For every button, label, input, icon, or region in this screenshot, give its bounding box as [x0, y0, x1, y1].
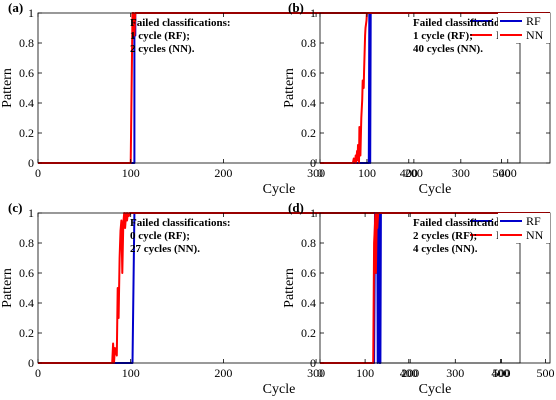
legend-box [498, 13, 550, 43]
annotation-line-3: 27 cycles (NN). [130, 243, 200, 255]
x-tick-label: 400 [400, 366, 418, 380]
plot-area-frame [37, 212, 521, 364]
y-tick-label: 0.6 [301, 266, 316, 280]
y-tick-label: 1 [28, 206, 34, 220]
annotation-line-1: Failed classifications: [130, 17, 231, 29]
series-line-nn [320, 12, 550, 164]
x-axis-label: Cycle [263, 182, 296, 197]
plot-area-frame [319, 212, 551, 364]
annotation-line-1: Failed classifications: [413, 217, 514, 229]
x-tick-label: 200 [214, 166, 232, 180]
annotation-line-2: 1 cycle (RF); [413, 30, 473, 42]
y-tick-label: 0.8 [301, 36, 316, 50]
y-tick-label: 0.2 [19, 326, 34, 340]
x-tick-label: 100 [122, 166, 140, 180]
plot-area-frame [319, 12, 551, 164]
y-tick-label: 0.4 [19, 296, 34, 310]
legend-box [498, 213, 550, 243]
y-tick-label: 0.6 [19, 266, 34, 280]
annotation-line-3: 40 cycles (NN). [413, 43, 483, 55]
x-tick-label: 300 [452, 166, 470, 180]
x-axis-label: Cycle [263, 382, 296, 397]
panel-label: (c) [8, 200, 22, 215]
panel-label: (a) [8, 0, 23, 15]
annotation-line-3: 4 cycles (NN). [413, 243, 478, 255]
panel-label: (d) [288, 200, 304, 215]
y-axis-label: Pattern [0, 268, 15, 308]
x-tick-label: 300 [446, 366, 464, 380]
y-tick-label: 0 [310, 356, 316, 370]
x-tick-label: 0 [317, 166, 323, 180]
y-tick-label: 0.8 [19, 36, 34, 50]
y-tick-label: 1 [310, 6, 316, 20]
annotation-line-1: Failed classifications: [413, 17, 514, 29]
x-tick-label: 400 [499, 166, 517, 180]
x-tick-label: 200 [401, 366, 419, 380]
y-tick-label: 0.4 [301, 296, 316, 310]
x-tick-label: 0 [35, 366, 41, 380]
x-tick-label: 500 [492, 366, 510, 380]
y-tick-label: 0.6 [19, 66, 34, 80]
plot-area-frame [37, 12, 521, 164]
y-tick-label: 0.6 [301, 66, 316, 80]
x-tick-label: 100 [358, 166, 376, 180]
panel-2: 0 100 200 300 400 0 0.2 0.4 0.6 0.8 1 Cycle Pattern (… [282, 0, 551, 197]
panel-4: 0 100 200 300 400 50000.20.40.60.81CyclePatte… [282, 200, 554, 397]
panel-3: 0 100 200 300 400 50000.20.40.60.81CyclePatte… [0, 200, 521, 397]
x-tick-label: 500 [536, 366, 554, 380]
y-tick-label: 0 [28, 156, 34, 170]
x-tick-label: 100 [356, 366, 374, 380]
series-line-nn [320, 212, 550, 364]
y-tick-label: 0.2 [19, 126, 34, 140]
x-tick-label: 300 [307, 366, 325, 380]
y-tick-label: 0.4 [301, 96, 316, 110]
x-tick-label: 200 [405, 166, 423, 180]
y-axis-label: Pattern [0, 68, 15, 108]
y-tick-label: 0.2 [301, 326, 316, 340]
x-axis-label: Cycle [419, 382, 452, 397]
x-tick-label: 0 [35, 166, 41, 180]
y-axis-label: Pattern [282, 268, 297, 308]
y-tick-label: 0.8 [19, 236, 34, 250]
x-tick-label: 400 [400, 166, 418, 180]
annotation-line-2: 2 cycles (RF); [413, 230, 477, 242]
y-tick-label: 0 [28, 356, 34, 370]
x-tick-label: 200 [214, 366, 232, 380]
annotation-line-2: 1 cycle (RF); [130, 30, 190, 42]
y-tick-label: 0.4 [19, 96, 34, 110]
legend-label-nn: NN [526, 228, 544, 242]
annotation-line-2: 0 cycle (RF); [130, 230, 190, 242]
x-tick-label: 400 [491, 366, 509, 380]
y-tick-label: 0.2 [301, 126, 316, 140]
x-tick-label: 0 [317, 366, 323, 380]
y-tick-label: 0.8 [301, 236, 316, 250]
legend-label-rf: RF [526, 214, 541, 228]
x-tick-label: 100 [122, 366, 140, 380]
y-tick-label: 0 [310, 156, 316, 170]
legend-label-nn: NN [526, 28, 544, 42]
annotation-line-1: Failed classifications: [130, 217, 231, 229]
y-tick-label: 1 [310, 206, 316, 220]
x-tick-label: 300 [307, 166, 325, 180]
panel-label: (b) [288, 0, 304, 15]
annotation-line-3: 2 cycles (NN). [130, 43, 195, 55]
y-axis-label: Pattern [282, 68, 297, 108]
series-line-rf [320, 12, 550, 164]
series-line-nn [38, 212, 520, 364]
legend-label-rf: RF [526, 14, 541, 28]
x-tick-label: 500 [492, 166, 510, 180]
x-axis-label: Cycle [419, 182, 452, 197]
y-tick-label: 1 [28, 6, 34, 20]
